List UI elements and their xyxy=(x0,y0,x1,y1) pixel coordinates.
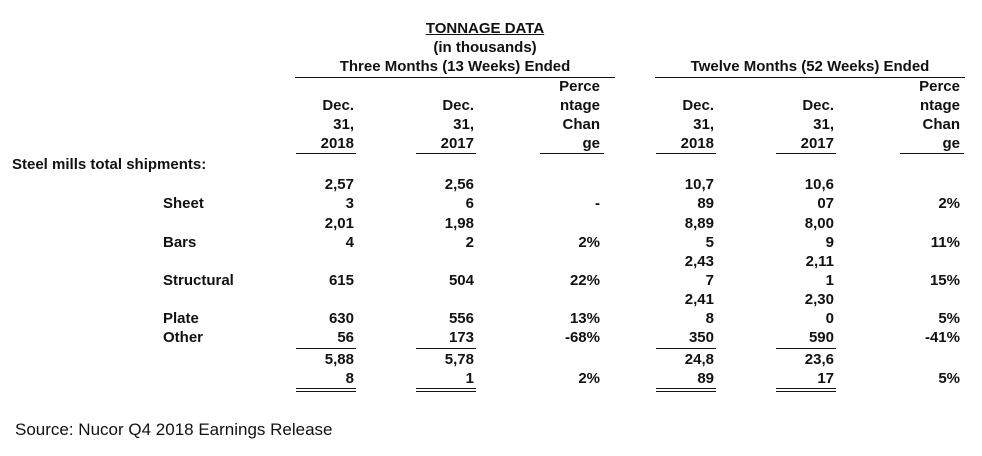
total-q-pct: 2% xyxy=(578,370,600,387)
cell-structural-y-2018: 2,43 7 xyxy=(684,253,714,289)
cell-plate-q-2017: 556 xyxy=(448,310,474,327)
col-rule-y-2018 xyxy=(656,153,716,154)
cell-sheet-q-2018: 2,57 3 xyxy=(324,176,354,212)
total-rule-q-2018-b xyxy=(296,391,356,392)
cell-plate-y-2017: 2,30 0 xyxy=(804,291,834,327)
group-rule-twelve-months xyxy=(655,77,965,78)
cell-sheet-y-pct: 2% xyxy=(938,195,960,212)
total-q-2017: 5,78 1 xyxy=(444,351,474,387)
cell-sheet-y-2017: 10,6 07 xyxy=(804,176,834,212)
cell-bars-y-2018: 8,89 5 xyxy=(684,215,714,251)
cell-plate-q-pct: 13% xyxy=(569,310,600,327)
col-header-q-pct: Perce ntage Chan ge xyxy=(559,78,600,152)
section-label: Steel mills total shipments: xyxy=(12,156,207,173)
cell-plate-y-pct: 5% xyxy=(938,310,960,327)
total-y-2018: 24,8 89 xyxy=(684,351,714,387)
cell-bars-q-2017: 1,98 2 xyxy=(444,215,474,251)
group-rule-three-months xyxy=(295,77,615,78)
cell-other-q-pct: -68% xyxy=(564,329,600,346)
group-header-three-months: Three Months (13 Weeks) Ended xyxy=(339,58,571,75)
total-y-2017: 23,6 17 xyxy=(804,351,834,387)
col-header-q-2017: Dec. 31, 2017 xyxy=(440,97,474,152)
col-rule-y-pct xyxy=(900,153,964,154)
cell-sheet-y-2018: 10,7 89 xyxy=(684,176,714,212)
cell-other-q-2017: 173 xyxy=(448,329,474,346)
table-subtitle: (in thousands) xyxy=(433,39,537,56)
cell-sheet-q-pct: - xyxy=(595,195,600,212)
cell-bars-q-pct: 2% xyxy=(578,234,600,251)
col-rule-q-2018 xyxy=(296,153,356,154)
cell-structural-y-2017: 2,11 1 xyxy=(805,253,834,289)
subtotal-rule-y-2017 xyxy=(776,348,836,349)
col-rule-y-2017 xyxy=(776,153,836,154)
cell-structural-q-2018: 615 xyxy=(328,272,354,289)
cell-structural-q-pct: 22% xyxy=(569,272,600,289)
col-header-q-2018: Dec. 31, 2018 xyxy=(320,97,354,152)
subtotal-rule-q-2018 xyxy=(296,348,356,349)
total-rule-q-2018-a xyxy=(296,388,356,389)
cell-plate-q-2018: 630 xyxy=(328,310,354,327)
total-rule-y-2018-b xyxy=(656,391,716,392)
subtotal-rule-y-2018 xyxy=(656,348,716,349)
cell-sheet-q-2017: 2,56 6 xyxy=(444,176,474,212)
total-rule-q-2017-b xyxy=(416,391,476,392)
group-header-twelve-months: Twelve Months (52 Weeks) Ended xyxy=(690,58,930,75)
row-label-other: Other xyxy=(163,329,204,346)
cell-structural-q-2017: 504 xyxy=(448,272,474,289)
cell-bars-y-pct: 11% xyxy=(930,234,960,251)
cell-other-y-pct: -41% xyxy=(924,329,960,346)
total-rule-q-2017-a xyxy=(416,388,476,389)
cell-other-y-2017: 590 xyxy=(808,329,834,346)
cell-bars-q-2018: 2,01 4 xyxy=(324,215,354,251)
row-label-sheet: Sheet xyxy=(163,195,204,212)
col-header-y-pct: Perce ntage Chan ge xyxy=(919,78,960,152)
total-rule-y-2017-a xyxy=(776,388,836,389)
table-title: TONNAGE DATA xyxy=(425,20,545,37)
cell-plate-y-2018: 2,41 8 xyxy=(684,291,714,327)
col-header-y-2018: Dec. 31, 2018 xyxy=(680,97,714,152)
cell-other-q-2018: 56 xyxy=(337,329,354,346)
total-q-2018: 5,88 8 xyxy=(324,351,354,387)
cell-other-y-2018: 350 xyxy=(688,329,714,346)
row-label-bars: Bars xyxy=(163,234,197,251)
row-label-structural: Structural xyxy=(163,272,234,289)
total-rule-y-2018-a xyxy=(656,388,716,389)
cell-structural-y-pct: 15% xyxy=(929,272,960,289)
total-rule-y-2017-b xyxy=(776,391,836,392)
cell-bars-y-2017: 8,00 9 xyxy=(804,215,834,251)
col-rule-q-2017 xyxy=(416,153,476,154)
col-header-y-2017: Dec. 31, 2017 xyxy=(800,97,834,152)
col-rule-q-pct xyxy=(540,153,604,154)
source-note: Source: Nucor Q4 2018 Earnings Release xyxy=(15,420,333,439)
row-label-plate: Plate xyxy=(163,310,199,327)
subtotal-rule-q-2017 xyxy=(416,348,476,349)
total-y-pct: 5% xyxy=(938,370,960,387)
